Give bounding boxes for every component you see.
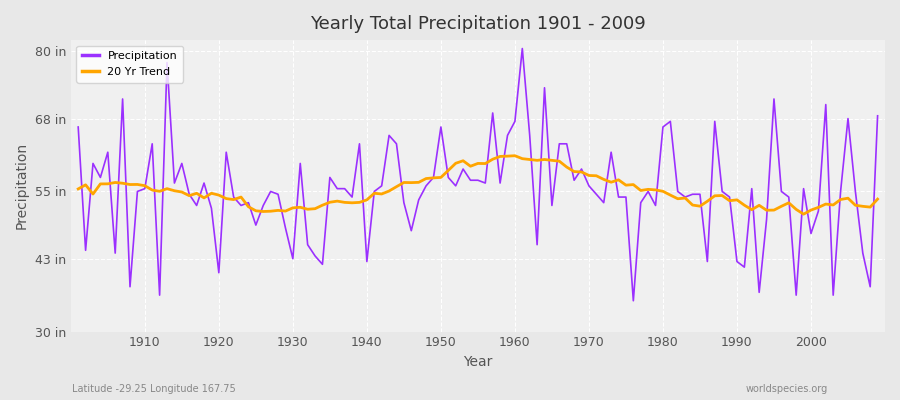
Precipitation: [872, 113, 883, 118]
Precipitation: [339, 186, 350, 191]
Precipitation: [502, 133, 513, 138]
20 Yr Trend: [295, 205, 306, 210]
X-axis label: Year: Year: [464, 355, 492, 369]
Precipitation: [517, 46, 527, 51]
Line: Precipitation: Precipitation: [78, 48, 878, 301]
20 Yr Trend: [517, 156, 527, 161]
20 Yr Trend: [502, 154, 513, 158]
20 Yr Trend: [132, 182, 143, 187]
20 Yr Trend: [606, 180, 616, 185]
Precipitation: [509, 119, 520, 124]
Text: Latitude -29.25 Longitude 167.75: Latitude -29.25 Longitude 167.75: [72, 384, 236, 394]
Legend: Precipitation, 20 Yr Trend: Precipitation, 20 Yr Trend: [76, 46, 183, 82]
Line: 20 Yr Trend: 20 Yr Trend: [78, 156, 878, 214]
20 Yr Trend: [798, 212, 809, 216]
20 Yr Trend: [872, 197, 883, 202]
Precipitation: [295, 161, 306, 166]
Title: Yearly Total Precipitation 1901 - 2009: Yearly Total Precipitation 1901 - 2009: [310, 15, 646, 33]
Precipitation: [73, 124, 84, 129]
Y-axis label: Precipitation: Precipitation: [15, 142, 29, 230]
Precipitation: [606, 150, 616, 155]
Text: worldspecies.org: worldspecies.org: [746, 384, 828, 394]
20 Yr Trend: [509, 153, 520, 158]
Precipitation: [628, 298, 639, 303]
Precipitation: [132, 189, 143, 194]
20 Yr Trend: [339, 200, 350, 205]
20 Yr Trend: [73, 186, 84, 191]
